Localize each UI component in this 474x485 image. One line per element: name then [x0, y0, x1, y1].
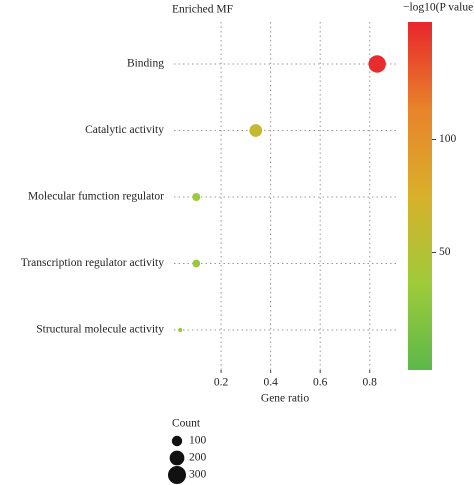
y-tick-label: Molecular fumction regulator: [28, 191, 164, 203]
x-tick-label: 0.8: [363, 377, 378, 389]
x-tick-label: 0.6: [313, 377, 328, 389]
size-legend-label: 100: [189, 435, 207, 447]
bubble: [178, 327, 183, 333]
x-axis-label: Gene ratio: [261, 393, 309, 405]
bubble: [192, 192, 201, 202]
chart-title: Enriched MF: [172, 4, 233, 16]
size-legend-label: 300: [189, 469, 207, 481]
size-legend-label: 200: [189, 452, 207, 464]
bubble: [368, 55, 386, 73]
size-legend-marker: [167, 465, 187, 485]
size-legend-title: Count: [172, 418, 201, 430]
x-tick-label: 0.2: [214, 377, 229, 389]
y-tick-label: Transcription regulator activity: [21, 257, 165, 269]
colorbar: [408, 22, 432, 370]
bubble: [249, 124, 263, 137]
x-tick-label: 0.4: [263, 377, 278, 389]
y-tick-label: Structural molecule activity: [36, 324, 164, 336]
bubble: [192, 259, 201, 268]
size-legend-marker: [171, 435, 183, 447]
y-tick-label: Catalytic activity: [85, 124, 164, 136]
y-tick-label: Binding: [127, 58, 164, 70]
colorbar-tick-label: 100: [439, 133, 457, 145]
colorbar-title: −log10(P value): [403, 2, 474, 14]
colorbar-tick-label: 50: [439, 246, 451, 258]
size-legend-marker: [169, 450, 185, 466]
